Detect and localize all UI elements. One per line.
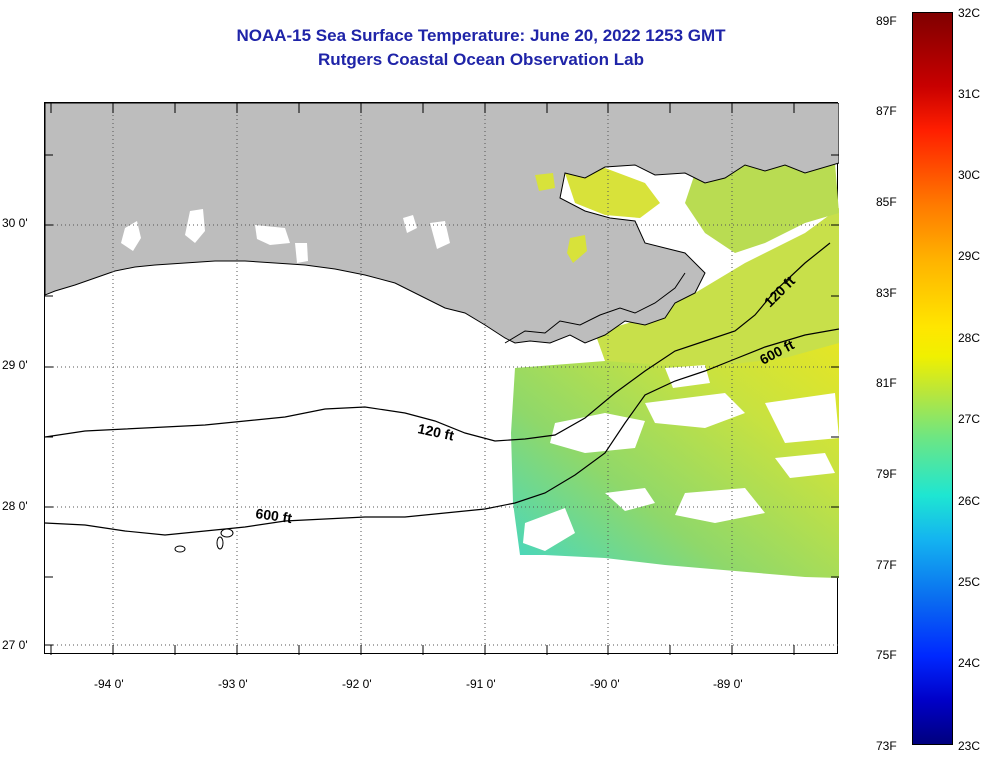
colorbar-f-label: 81F xyxy=(876,376,897,390)
sst-bay-region xyxy=(565,168,660,218)
lat-label: 30 0' xyxy=(2,216,28,230)
lon-label: -93 0' xyxy=(218,677,248,691)
lake xyxy=(255,225,290,245)
sst-data-region xyxy=(511,328,839,578)
lake xyxy=(295,243,308,263)
lake xyxy=(121,221,141,251)
colorbar-c-label: 27C xyxy=(958,412,981,426)
lon-label: -91 0' xyxy=(466,677,496,691)
sst-coastal-region xyxy=(595,208,839,365)
colorbar-f-label: 83F xyxy=(876,286,897,300)
lat-label: 27 0' xyxy=(2,638,28,652)
cloud-gap xyxy=(523,508,575,551)
cloud-gap xyxy=(550,413,645,453)
lon-label: -90 0' xyxy=(590,677,620,691)
colorbar-c-label: 29C xyxy=(958,249,981,263)
colorbar-c-label: 26C xyxy=(958,494,981,508)
colorbar-c-label: 25C xyxy=(958,575,981,589)
lon-label: -94 0' xyxy=(94,677,124,691)
colorbar-c-label: 28C xyxy=(958,331,981,345)
colorbar-f-label: 89F xyxy=(876,14,897,28)
colorbar-f-label: 87F xyxy=(876,104,897,118)
graticule xyxy=(45,103,839,655)
cloud-gap xyxy=(645,393,745,428)
map-subtitle: Rutgers Coastal Ocean Observation Lab xyxy=(318,50,644,69)
colorbar-c-label: 31C xyxy=(958,87,981,101)
contour-label: 600 ft xyxy=(255,505,294,526)
lake xyxy=(403,215,417,233)
colorbar-f-label: 77F xyxy=(876,558,897,572)
lake xyxy=(430,221,450,249)
lat-label: 29 0' xyxy=(2,358,28,372)
cloud-gap xyxy=(775,453,835,478)
sst-map-canvas: 120 ft 600 ft 120 ft 600 ft xyxy=(45,103,839,655)
contour-120ft xyxy=(45,242,831,442)
lake xyxy=(185,209,205,243)
lon-label: -92 0' xyxy=(342,677,372,691)
colorbar-f-label: 79F xyxy=(876,467,897,481)
lake xyxy=(567,235,587,263)
colorbar-f-label: 85F xyxy=(876,195,897,209)
sst-map[interactable]: 120 ft 600 ft 120 ft 600 ft xyxy=(44,102,839,655)
colorbar-f-label: 73F xyxy=(876,739,897,753)
lake xyxy=(535,173,555,191)
sst-estuary-region xyxy=(685,158,839,253)
delta-coast xyxy=(504,272,686,344)
banks xyxy=(174,528,234,553)
cloud-gap xyxy=(765,393,839,443)
cloud-gap xyxy=(675,488,765,523)
lat-label: 28 0' xyxy=(2,499,28,513)
contour-600ft xyxy=(45,328,839,536)
colorbar-c-label: 32C xyxy=(958,6,981,20)
contour-label: 120 ft xyxy=(416,420,455,443)
frame-ticks xyxy=(45,103,839,655)
map-title: NOAA-15 Sea Surface Temperature: June 20… xyxy=(236,26,726,45)
cloud-gap xyxy=(605,488,655,511)
colorbar-c-label: 30C xyxy=(958,168,981,182)
colorbar-f-label: 75F xyxy=(876,648,897,662)
lon-label: -89 0' xyxy=(713,677,743,691)
colorbar-c-label: 24C xyxy=(958,656,981,670)
temperature-colorbar xyxy=(912,12,953,745)
colorbar-c-label: 23C xyxy=(958,739,981,753)
